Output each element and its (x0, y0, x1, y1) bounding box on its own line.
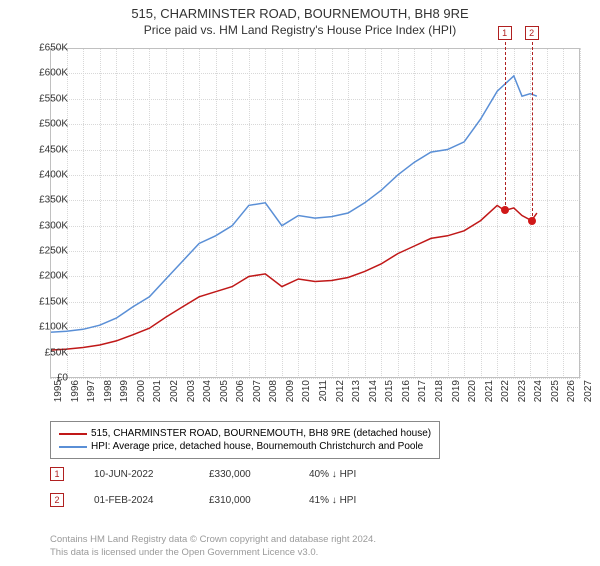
plot-border (50, 48, 580, 378)
annotation-marker: 1 (498, 26, 512, 40)
y-axis-tick: £550K (28, 93, 68, 104)
annotation-marker: 2 (525, 26, 539, 40)
x-axis-tick: 1999 (119, 380, 130, 402)
sale-point-marker (501, 206, 509, 214)
annotation-leader (505, 42, 506, 210)
x-axis-tick: 2009 (285, 380, 296, 402)
sale-marker-box: 2 (50, 493, 64, 507)
x-axis-tick: 1997 (86, 380, 97, 402)
x-axis-tick: 1996 (70, 380, 81, 402)
x-axis-tick: 2008 (268, 380, 279, 402)
sale-point-marker (528, 217, 536, 225)
x-axis-tick: 2001 (152, 380, 163, 402)
x-axis-tick: 2011 (318, 380, 329, 402)
sale-date: 10-JUN-2022 (94, 469, 209, 480)
x-axis-tick: 2018 (434, 380, 445, 402)
copyright-text: Contains HM Land Registry data © Crown c… (50, 534, 376, 560)
legend: 515, CHARMINSTER ROAD, BOURNEMOUTH, BH8 … (50, 421, 440, 459)
x-axis-tick: 2007 (252, 380, 263, 402)
x-axis-tick: 2013 (351, 380, 362, 402)
x-axis-tick: 2005 (219, 380, 230, 402)
sale-price: £330,000 (209, 469, 309, 480)
y-axis-tick: £400K (28, 169, 68, 180)
legend-swatch (59, 433, 87, 435)
x-axis-tick: 2016 (401, 380, 412, 402)
x-axis-tick: 2002 (169, 380, 180, 402)
y-axis-tick: £50K (28, 347, 68, 358)
y-axis-tick: £300K (28, 220, 68, 231)
x-axis-tick: 1995 (53, 380, 64, 402)
x-axis-tick: 2017 (417, 380, 428, 402)
legend-item: 515, CHARMINSTER ROAD, BOURNEMOUTH, BH8 … (59, 428, 431, 439)
x-axis-tick: 2022 (500, 380, 511, 402)
sale-date: 01-FEB-2024 (94, 495, 209, 506)
x-axis-tick: 2003 (186, 380, 197, 402)
down-arrow-icon: ↓ (332, 469, 337, 480)
y-axis-tick: £500K (28, 119, 68, 130)
y-axis-tick: £100K (28, 322, 68, 333)
x-axis-tick: 2000 (136, 380, 147, 402)
sale-row: 2 01-FEB-2024 £310,000 41% ↓ HPI (50, 493, 399, 507)
x-axis-tick: 2012 (335, 380, 346, 402)
down-arrow-icon: ↓ (332, 495, 337, 506)
x-axis-tick: 2015 (384, 380, 395, 402)
x-axis-tick: 2025 (550, 380, 561, 402)
chart-container: 515, CHARMINSTER ROAD, BOURNEMOUTH, BH8 … (0, 6, 600, 566)
y-axis-tick: £150K (28, 296, 68, 307)
sale-delta: 41% ↓ HPI (309, 495, 399, 506)
x-axis-tick: 2010 (301, 380, 312, 402)
y-axis-tick: £650K (28, 43, 68, 54)
x-axis-tick: 2019 (451, 380, 462, 402)
x-axis-tick: 2027 (583, 380, 594, 402)
sale-delta: 40% ↓ HPI (309, 469, 399, 480)
legend-label: HPI: Average price, detached house, Bour… (91, 441, 423, 452)
y-axis-tick: £350K (28, 195, 68, 206)
y-axis-tick: £250K (28, 246, 68, 257)
x-axis-tick: 2020 (467, 380, 478, 402)
y-axis-tick: £600K (28, 68, 68, 79)
x-axis-tick: 2006 (235, 380, 246, 402)
x-axis-tick: 2024 (533, 380, 544, 402)
y-axis-tick: £200K (28, 271, 68, 282)
x-axis-tick: 2026 (566, 380, 577, 402)
sale-row: 1 10-JUN-2022 £330,000 40% ↓ HPI (50, 467, 399, 481)
legend-item: HPI: Average price, detached house, Bour… (59, 441, 431, 452)
legend-swatch (59, 446, 87, 448)
x-axis-tick: 1998 (103, 380, 114, 402)
x-axis-tick: 2014 (368, 380, 379, 402)
y-axis-tick: £450K (28, 144, 68, 155)
sale-price: £310,000 (209, 495, 309, 506)
sale-marker-box: 1 (50, 467, 64, 481)
annotation-leader (532, 42, 533, 221)
x-axis-tick: 2004 (202, 380, 213, 402)
x-axis-tick: 2021 (484, 380, 495, 402)
plot-area: 12 (50, 48, 580, 378)
x-axis-tick: 2023 (517, 380, 528, 402)
legend-label: 515, CHARMINSTER ROAD, BOURNEMOUTH, BH8 … (91, 428, 431, 439)
chart-title: 515, CHARMINSTER ROAD, BOURNEMOUTH, BH8 … (0, 6, 600, 21)
